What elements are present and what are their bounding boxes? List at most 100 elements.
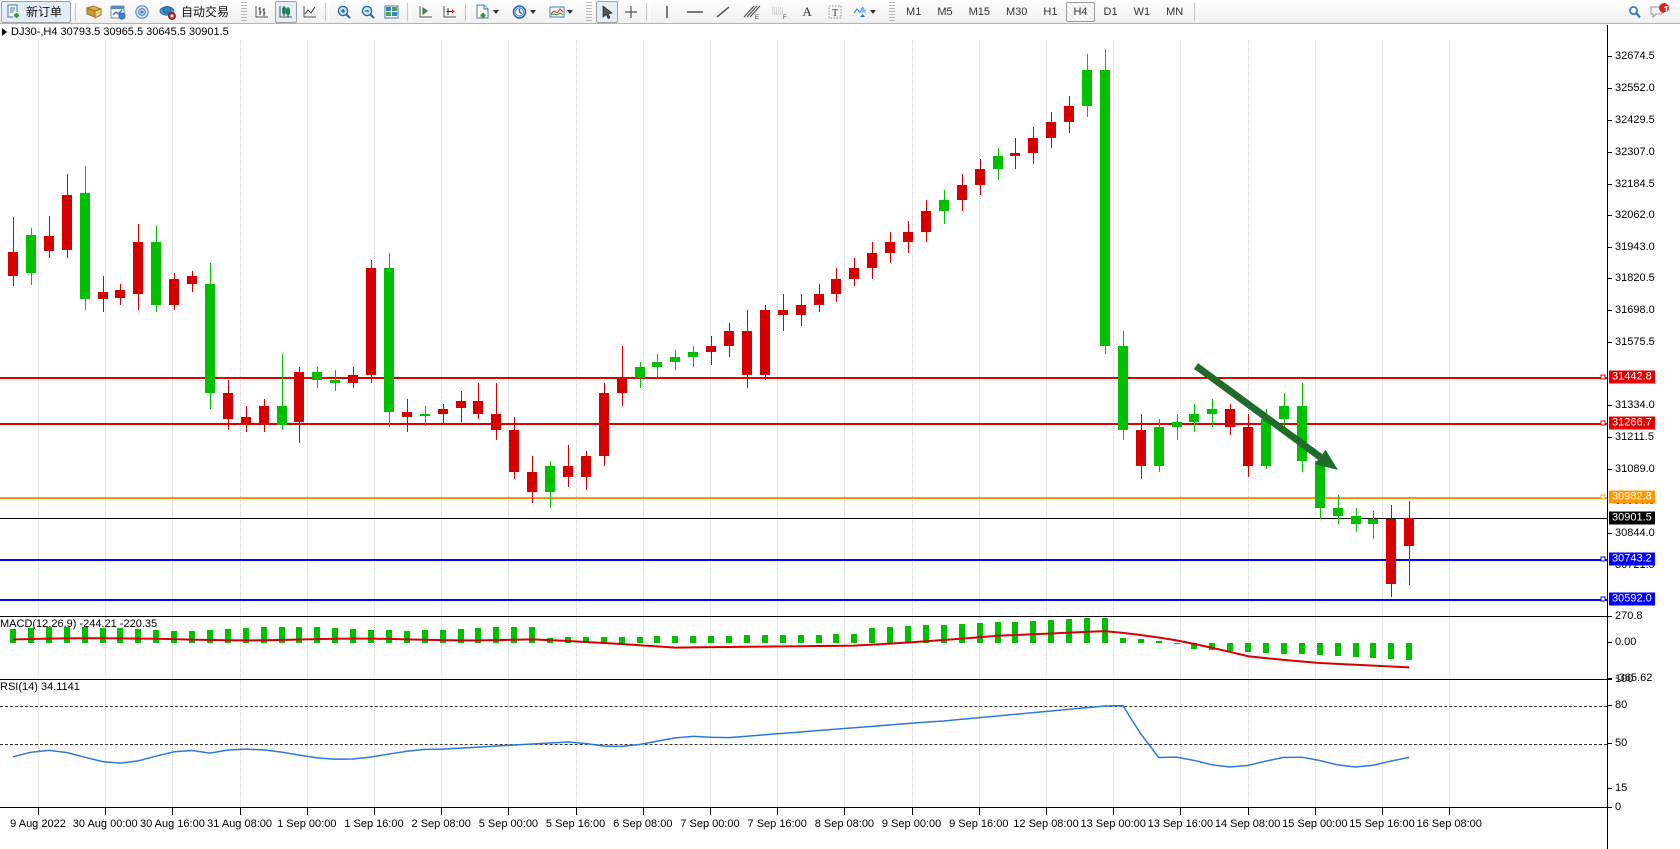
navigator-button[interactable]	[131, 1, 153, 23]
label-button[interactable]: T	[822, 1, 848, 23]
macd-pane[interactable]: MACD(12,26,9) -244.21 -220.35	[0, 616, 1607, 678]
zoom-in-button[interactable]	[333, 1, 355, 23]
level-handle[interactable]	[1600, 556, 1606, 562]
axis-price-label: 31943.0	[1615, 240, 1655, 253]
hline-icon	[687, 10, 704, 13]
timeframe-mn[interactable]: MN	[1166, 5, 1184, 18]
timeframe-m15[interactable]: M15	[968, 5, 990, 18]
timeframe-h4[interactable]: H4	[1066, 1, 1095, 22]
price-level-line-30982.8[interactable]	[0, 496, 1607, 499]
timeframe-m5[interactable]: M5	[937, 5, 953, 18]
price-level-line-31266.7[interactable]	[0, 422, 1607, 425]
price-level-line-30592.0[interactable]	[0, 598, 1607, 601]
toolbar-grip[interactable]	[586, 1, 593, 22]
price-level-line-30901.5[interactable]	[0, 518, 1607, 520]
autotrading-button[interactable]: 自动交易	[155, 1, 237, 23]
trend-arrow-annotation[interactable]	[0, 40, 1607, 615]
profiles-button[interactable]	[83, 1, 105, 23]
zoom-out-button[interactable]	[357, 1, 379, 23]
macd-histogram-bar	[726, 635, 732, 644]
chart-shift-icon	[419, 5, 433, 17]
candlestick-chart-button[interactable]	[275, 0, 298, 23]
new-order-button[interactable]: 新订单	[1, 0, 72, 23]
time-axis-label: 5 Sep 16:00	[545, 818, 606, 830]
grid-button[interactable]	[381, 1, 403, 23]
equidistant-channel-button[interactable]: E	[738, 1, 764, 23]
candle-wick	[1373, 510, 1375, 540]
level-handle[interactable]	[1600, 494, 1606, 500]
toolbar-grip[interactable]	[241, 1, 248, 22]
indicators-button[interactable]	[547, 1, 582, 23]
chart-symbol-ohlc: DJ30-,H4 30793.5 30965.5 30645.5 30901.5	[11, 26, 229, 38]
chevron-down-icon[interactable]	[870, 9, 877, 14]
axis-level-label[interactable]: 30901.5	[1609, 511, 1655, 525]
vertical-gridline	[642, 40, 644, 615]
candle-wick	[621, 346, 623, 407]
collapse-triangle-icon[interactable]	[2, 28, 7, 36]
trendline-button[interactable]	[710, 1, 736, 23]
auto-scroll-button[interactable]	[439, 1, 461, 23]
shapes-button[interactable]	[850, 1, 885, 23]
toolbar-grip[interactable]	[889, 1, 896, 22]
fibo-button[interactable]: F	[766, 1, 792, 23]
axis-tick	[1608, 807, 1612, 808]
chevron-down-icon[interactable]	[493, 9, 500, 14]
chevron-down-icon[interactable]	[567, 9, 574, 14]
macd-histogram-bar	[618, 636, 625, 644]
period-button[interactable]	[510, 1, 545, 23]
timeframe-h1[interactable]: H1	[1043, 5, 1058, 18]
time-axis[interactable]: 9 Aug 2022 30 Aug 00:00 30 Aug 16:00 31 Aug…	[0, 807, 1607, 849]
macd-histogram-bar	[1048, 620, 1055, 644]
template-button[interactable]	[473, 1, 508, 23]
level-handle[interactable]	[1600, 596, 1606, 602]
macd-histogram-bar	[994, 622, 1001, 644]
candle-body	[330, 380, 341, 383]
toolbar-separator	[75, 2, 80, 21]
crosshair-button[interactable]	[620, 1, 642, 23]
price-scale-axis[interactable]: 32674.5 32552.0 32429.5 32307.0 32184.5 32062…	[1607, 25, 1680, 849]
axis-level-label[interactable]: 30592.0	[1609, 592, 1655, 606]
time-axis-tick	[172, 808, 174, 815]
vline-button[interactable]	[654, 1, 680, 23]
svg-text:F: F	[783, 15, 787, 20]
alerts-button[interactable]: 1	[1648, 1, 1672, 23]
axis-price-label: 32552.0	[1615, 81, 1655, 94]
level-handle[interactable]	[1600, 420, 1606, 426]
timeframe-m1[interactable]: M1	[906, 5, 922, 18]
level-handle[interactable]	[1600, 374, 1606, 380]
axis-level-label[interactable]: 30982.8	[1609, 490, 1655, 504]
chart-shift-button[interactable]	[415, 1, 437, 23]
candle-body	[527, 471, 538, 493]
timeframe-w1[interactable]: W1	[1133, 5, 1151, 18]
candle-body	[1296, 406, 1307, 462]
hline-button[interactable]	[682, 1, 708, 23]
candle-body	[1225, 408, 1236, 428]
timeframe-d1[interactable]: D1	[1103, 5, 1118, 18]
macd-histogram-bar	[976, 623, 983, 644]
search-button[interactable]	[1624, 1, 1646, 23]
axis-price-label: -365.62	[1615, 672, 1653, 684]
candle-body	[240, 416, 251, 425]
price-level-line-31442.8[interactable]	[0, 376, 1607, 379]
timeframe-m30[interactable]: M30	[1006, 5, 1028, 18]
macd-histogram-bar	[368, 629, 374, 644]
candle-body	[1135, 429, 1146, 467]
price-level-line-30743.2[interactable]	[0, 559, 1607, 562]
vertical-gridline	[844, 40, 846, 615]
candle-body	[1099, 69, 1110, 347]
axis-level-label[interactable]: 31442.8	[1609, 370, 1655, 384]
axis-level-label[interactable]: 31266.7	[1609, 416, 1655, 430]
line-chart-button[interactable]	[299, 1, 321, 23]
market-watch-button[interactable]	[107, 1, 129, 23]
vertical-gridline	[374, 680, 375, 807]
price-pane[interactable]	[0, 40, 1607, 615]
candle-wick	[567, 445, 569, 488]
candle-body	[419, 414, 430, 417]
time-axis-label: 9 Aug 2022	[10, 818, 66, 830]
bar-chart-button[interactable]	[251, 1, 273, 23]
chevron-down-icon[interactable]	[530, 9, 537, 14]
rsi-pane[interactable]: RSI(14) 34.1141	[0, 679, 1607, 807]
axis-level-label[interactable]: 30743.2	[1609, 552, 1655, 566]
cursor-button[interactable]	[596, 0, 619, 23]
text-button[interactable]: A	[794, 1, 820, 23]
